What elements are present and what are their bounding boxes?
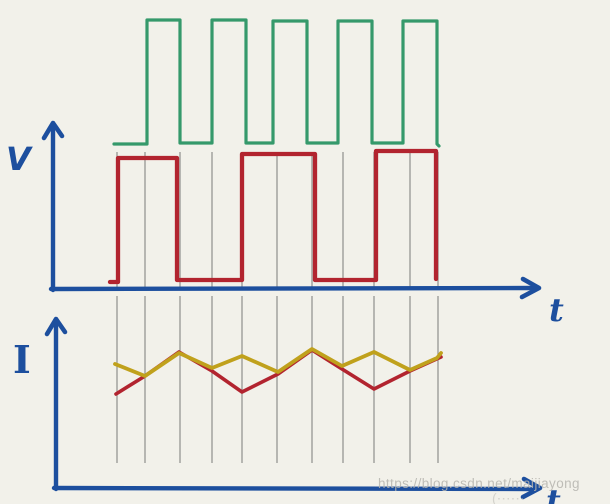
green-square-wave-line <box>112 18 441 148</box>
lower-t-axis-arrowhead-icon <box>520 476 543 500</box>
v-axis-arrowhead-icon <box>41 120 65 141</box>
lower-t-axis-line <box>51 485 538 492</box>
bottom-cutoff-text-fragment: (⋯⋯ <box>492 490 525 504</box>
lower-t-label: t <box>546 482 561 504</box>
v-axis <box>41 120 542 300</box>
upper-t-axis-arrowhead-icon <box>519 276 542 300</box>
gridlines-lower-panel <box>116 296 439 463</box>
red-square-wave-line <box>107 148 439 285</box>
csdn-watermark-url: https://blog.csdn.net/maijiayong <box>378 476 580 491</box>
gridlines-upper-panel <box>116 152 439 289</box>
upper-t-label: t <box>549 291 564 329</box>
upper-t-axis-line <box>48 285 537 292</box>
yellow-triangle-wave-line <box>113 347 443 378</box>
i-axis-arrowhead-icon <box>44 316 68 337</box>
i-axis-label: I <box>13 337 31 382</box>
v-axis-label: V <box>6 140 33 178</box>
i-axis <box>44 316 543 500</box>
